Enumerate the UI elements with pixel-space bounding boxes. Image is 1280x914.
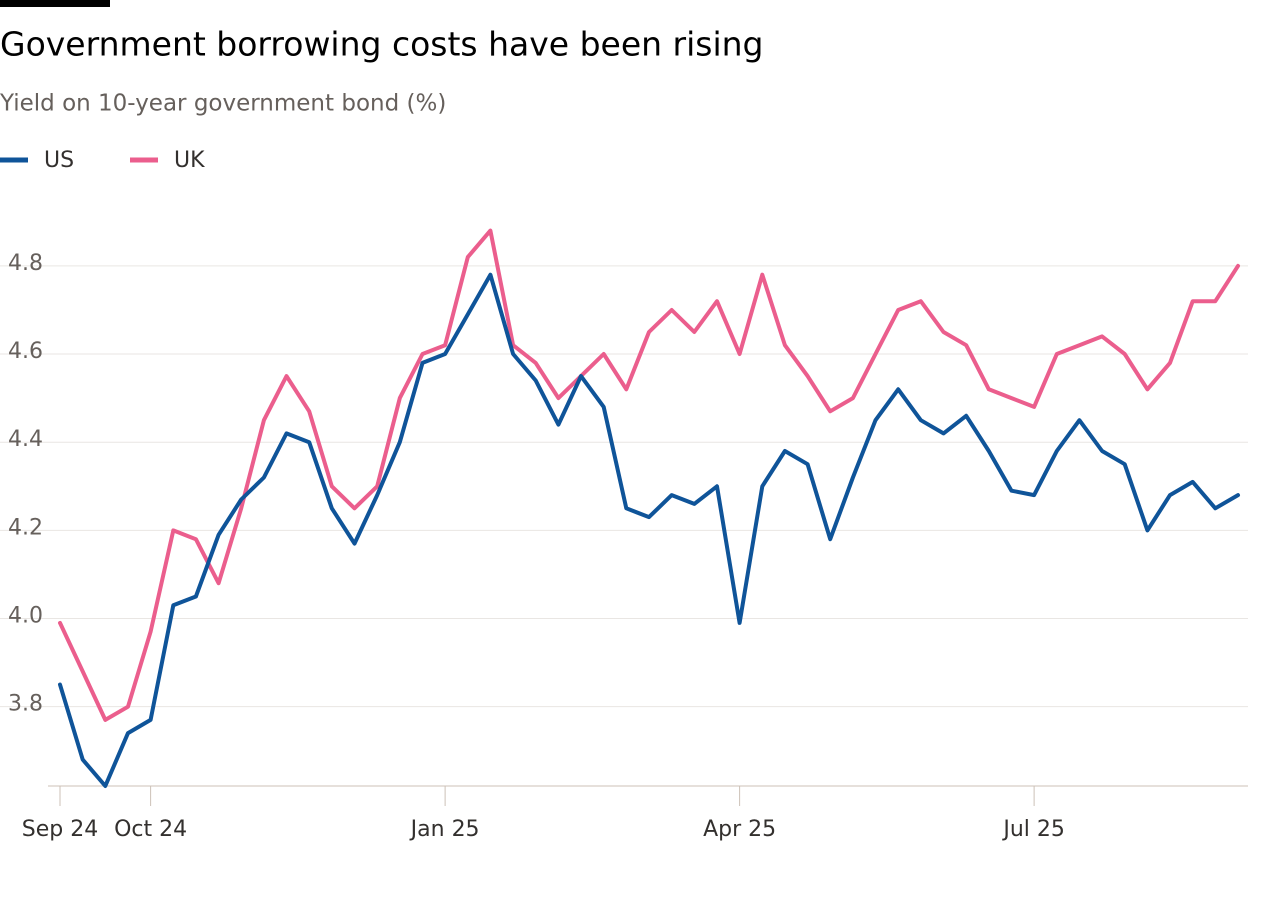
y-tick-label: 4.8 bbox=[8, 251, 43, 276]
y-tick-label: 4.0 bbox=[8, 604, 43, 629]
chart-title: Government borrowing costs have been ris… bbox=[0, 25, 763, 64]
chart-subtitle: Yield on 10-year government bond (%) bbox=[0, 91, 446, 117]
legend-label: US bbox=[44, 148, 74, 173]
x-tick-label: Oct 24 bbox=[114, 817, 187, 842]
x-tick-label: Sep 24 bbox=[22, 817, 98, 842]
x-tick-label: Jan 25 bbox=[409, 817, 480, 842]
y-tick-label: 4.4 bbox=[8, 427, 43, 452]
legend-label: UK bbox=[174, 148, 205, 173]
y-tick-label: 3.8 bbox=[8, 692, 43, 717]
x-tick-label: Jul 25 bbox=[1001, 817, 1065, 842]
x-tick-label: Apr 25 bbox=[703, 817, 776, 842]
line-series bbox=[58, 228, 1240, 722]
y-tick-label: 4.6 bbox=[8, 339, 43, 364]
y-tick-label: 4.2 bbox=[8, 515, 43, 540]
brand-bar bbox=[0, 0, 110, 7]
line-series bbox=[58, 272, 1240, 788]
